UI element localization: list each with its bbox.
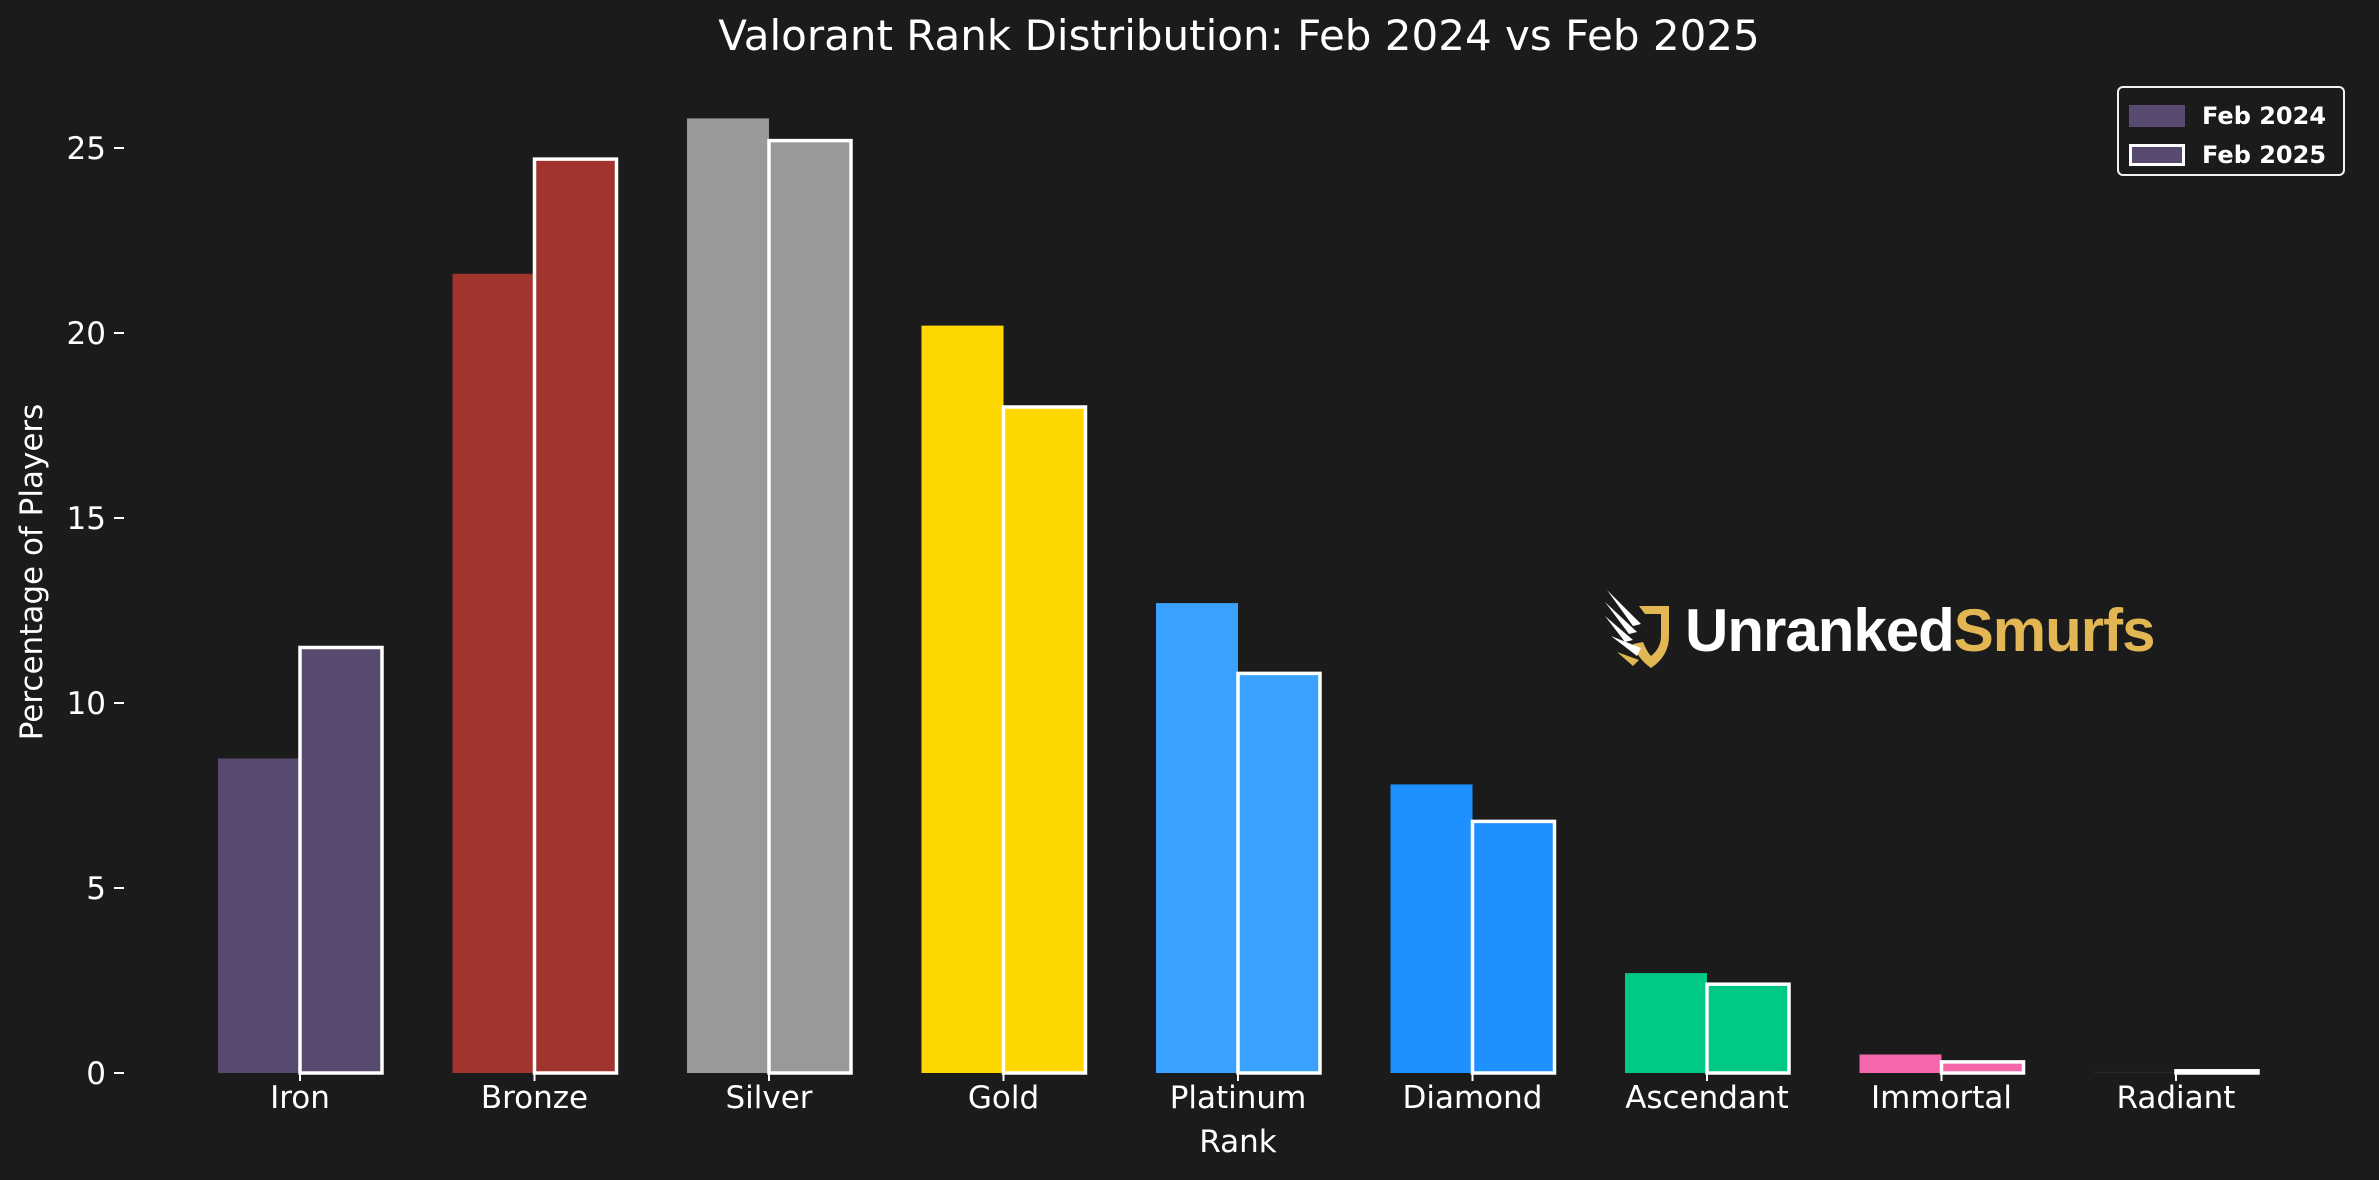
bar-platinum-feb-2024 (1156, 603, 1238, 1073)
legend-label-feb-2025: Feb 2025 (2202, 141, 2327, 169)
x-tick-label-silver: Silver (725, 1080, 812, 1116)
chart-title: Valorant Rank Distribution: Feb 2024 vs … (718, 11, 1759, 60)
bar-ascendant-feb-2025 (1705, 982, 1791, 1075)
logo-text-unranked: Unranked (1685, 596, 1955, 664)
x-tick-label-radiant: Radiant (2117, 1080, 2236, 1116)
x-tick-label-bronze: Bronze (481, 1080, 588, 1116)
bar-radiant-feb-2025 (2174, 1069, 2260, 1075)
bar-silver-feb-2025 (767, 138, 853, 1075)
bar-gold-feb-2025 (1001, 405, 1088, 1075)
x-tick-label-platinum: Platinum (1170, 1080, 1307, 1116)
x-tick-label-diamond: Diamond (1403, 1080, 1543, 1116)
bar-silver-feb-2024 (687, 118, 769, 1073)
legend-label-feb-2024: Feb 2024 (2202, 102, 2327, 130)
winged-shield-icon (1603, 586, 1673, 674)
x-tick-label-immortal: Immortal (1871, 1080, 2012, 1116)
bar-diamond-feb-2024 (1390, 784, 1473, 1073)
x-tick-label-gold: Gold (968, 1080, 1039, 1116)
y-tick-label: 15 (67, 501, 106, 537)
legend-item-feb-2024: Feb 2024 (2129, 101, 2326, 131)
y-axis-label: Percentage of Players (14, 404, 50, 741)
bar-bronze-feb-2025 (532, 157, 619, 1075)
bar-platinum-feb-2025 (1236, 671, 1322, 1075)
legend: Feb 2024 Feb 2025 (2117, 86, 2345, 176)
y-tick-label: 25 (67, 131, 106, 167)
x-tick-label-ascendant: Ascendant (1625, 1080, 1789, 1116)
bar-bronze-feb-2024 (452, 273, 535, 1073)
y-tick-label: 20 (67, 316, 106, 352)
y-tick-label: 0 (86, 1056, 106, 1092)
unrankedsmurfs-logo: UnrankedSmurfs (1603, 586, 2156, 674)
bar-immortal-feb-2024 (1859, 1054, 1942, 1073)
legend-swatch-feb-2024 (2129, 105, 2185, 127)
bars (218, 118, 2260, 1075)
x-axis-label: Rank (1199, 1124, 1277, 1160)
x-tick-label-iron: Iron (270, 1080, 330, 1116)
legend-swatch-feb-2025 (2129, 144, 2185, 166)
logo-text-smurfs: Smurfs (1953, 596, 2156, 664)
legend-item-feb-2025: Feb 2025 (2129, 140, 2326, 170)
bar-gold-feb-2024 (921, 325, 1004, 1074)
bar-iron-feb-2025 (298, 645, 384, 1075)
bar-iron-feb-2024 (218, 758, 300, 1073)
y-tick-label: 5 (86, 871, 106, 907)
x-axis-ticks: Iron Bronze Silver Gold Platinum Diamond Ascen… (270, 1073, 2235, 1116)
bar-radiant-feb-2024 (2094, 1071, 2176, 1073)
bar-ascendant-feb-2024 (1625, 973, 1707, 1073)
y-axis-ticks: 0 5 10 15 20 25 (67, 131, 124, 1092)
y-tick-label: 10 (67, 686, 106, 722)
bar-immortal-feb-2025 (1939, 1060, 2026, 1075)
bar-diamond-feb-2025 (1470, 819, 1557, 1075)
